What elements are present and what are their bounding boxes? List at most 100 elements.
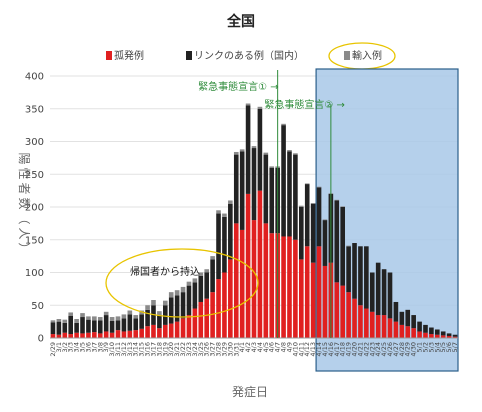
bar-linked	[358, 246, 363, 306]
bar-imported	[86, 316, 91, 320]
bar-imported	[50, 320, 56, 323]
bar-sporadic	[239, 229, 245, 338]
bar-linked	[316, 187, 322, 247]
bar-linked	[109, 320, 115, 333]
bar-sporadic	[121, 331, 127, 338]
bar-sporadic	[269, 233, 275, 338]
bar-linked	[174, 295, 180, 322]
x-tick-label: 3/1	[55, 342, 63, 352]
x-tick-label: 3/4	[73, 342, 81, 352]
bar-sporadic	[434, 334, 440, 338]
y-tick-label: 0	[38, 334, 44, 345]
bar-sporadic	[162, 324, 168, 338]
bar-imported	[210, 256, 215, 260]
legend-label-imported: 輸入例	[352, 49, 382, 62]
x-tick-label: 3/7	[90, 342, 98, 352]
bar-sporadic	[364, 308, 369, 338]
bar-imported	[151, 300, 156, 306]
x-tick-label: 4/20	[351, 342, 359, 357]
bar-sporadic	[68, 334, 74, 338]
x-tick-label: 3/31	[232, 342, 240, 357]
bar-sporadic	[387, 318, 393, 338]
y-tick-label: 350	[25, 104, 44, 115]
bar-imported	[145, 305, 150, 310]
bar-linked	[86, 319, 91, 333]
bar-linked	[423, 324, 428, 333]
bar-sporadic	[452, 336, 458, 338]
bar-linked	[352, 243, 357, 299]
x-tick-label: 4/3	[250, 342, 258, 352]
bar-sporadic	[145, 326, 150, 338]
bar-sporadic	[446, 336, 452, 338]
bar-linked	[168, 297, 174, 324]
bar-sporadic	[228, 259, 233, 338]
x-tick-label: 4/15	[321, 342, 329, 357]
bar-imported	[168, 292, 174, 298]
bar-linked	[334, 200, 340, 283]
bar-linked	[399, 311, 405, 325]
x-tick-label: 4/1	[238, 342, 246, 352]
bar-linked	[97, 320, 103, 334]
bar-sporadic	[263, 223, 269, 338]
bar-linked	[222, 216, 227, 273]
legend-swatch-imported	[344, 51, 350, 60]
bar-imported	[198, 272, 204, 276]
bar-linked	[103, 315, 109, 332]
bar-imported	[257, 106, 263, 109]
bar-sporadic	[198, 301, 204, 338]
x-tick-label: 3/12	[120, 342, 128, 357]
bar-imported	[92, 316, 97, 321]
x-tick-label: 3/30	[226, 342, 234, 357]
bar-sporadic	[399, 324, 405, 338]
bar-linked	[50, 322, 56, 335]
bar-linked	[145, 309, 150, 327]
bar-linked	[387, 272, 393, 319]
bar-imported	[121, 314, 127, 319]
emergency-lines	[277, 70, 332, 338]
x-axis-ticks: 2/293/13/23/33/43/53/63/73/83/93/103/113…	[49, 342, 459, 357]
x-tick-label: 2/29	[49, 342, 57, 357]
bar-sporadic	[352, 298, 357, 338]
bar-sporadic	[381, 315, 387, 338]
bar-sporadic	[233, 223, 239, 338]
bar-linked	[304, 184, 310, 247]
y-tick-label: 150	[25, 235, 44, 246]
bar-linked	[121, 318, 127, 332]
bar-sporadic	[429, 334, 434, 338]
bar-linked	[115, 320, 121, 331]
bar-sporadic	[417, 331, 422, 338]
x-tick-label: 4/29	[404, 342, 412, 357]
bar-imported	[233, 151, 239, 155]
bar-sporadic	[62, 332, 68, 338]
bar-linked	[92, 320, 97, 333]
bar-imported	[109, 317, 115, 321]
bar-sporadic	[174, 321, 180, 338]
x-tick-label: 4/9	[285, 342, 293, 352]
bar-imported	[322, 219, 328, 221]
bar-sporadic	[287, 236, 292, 338]
x-tick-label: 5/5	[439, 342, 447, 352]
bar-sporadic	[151, 324, 156, 338]
x-tick-label: 5/7	[451, 342, 459, 352]
bar-imported	[251, 146, 257, 149]
bar-linked	[310, 203, 316, 263]
x-tick-label: 4/28	[398, 342, 406, 357]
bar-imported	[204, 269, 210, 273]
bar-linked	[56, 321, 62, 335]
bar-imported	[269, 166, 275, 168]
x-tick-label: 5/3	[427, 342, 435, 352]
bar-linked	[298, 207, 304, 260]
x-tick-label: 3/18	[155, 342, 163, 357]
x-tick-label: 3/19	[161, 342, 169, 357]
legend: 孤発例 リンクのある例（国内） 輸入例	[106, 42, 396, 70]
x-tick-label: 3/14	[132, 342, 140, 357]
bar-sporadic	[204, 298, 210, 338]
bar-sporadic	[375, 315, 381, 338]
x-tick-label: 3/15	[138, 342, 146, 357]
bar-imported	[157, 311, 162, 316]
bar-linked	[204, 272, 210, 299]
y-axis-label: 陽性者数（人）	[17, 152, 32, 257]
x-tick-label: 4/16	[327, 342, 335, 357]
legend-swatch-sporadic	[106, 51, 112, 60]
bar-imported	[216, 210, 221, 214]
